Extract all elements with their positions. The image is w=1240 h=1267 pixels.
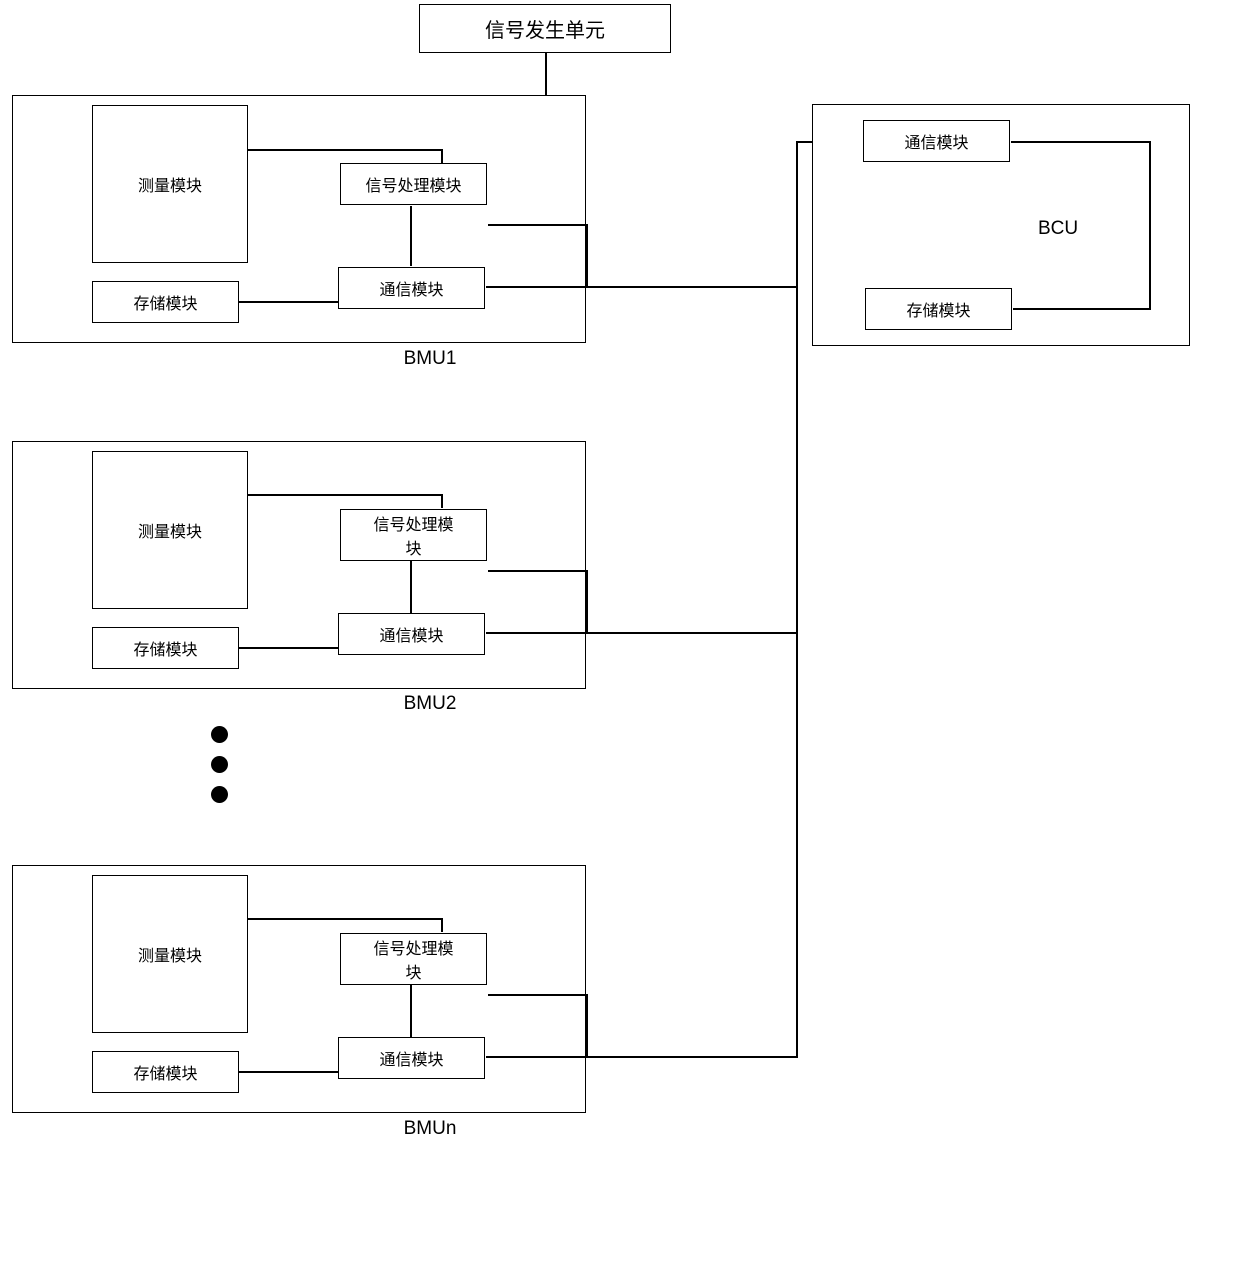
bmun-sig-vstub — [441, 918, 443, 932]
bmun-measurement: 测量模块 — [92, 875, 248, 1033]
bmun-sig-comm-v — [410, 985, 412, 1037]
bmun-storage: 存储模块 — [92, 1051, 239, 1093]
bmun-sig-bus-h — [488, 994, 588, 996]
bmu2-storage: 存储模块 — [92, 627, 239, 669]
bmu2-meas-sig-h — [248, 494, 443, 496]
bmun-label: BMUn — [380, 1118, 480, 1140]
bcu-right-storage-h — [1013, 308, 1151, 310]
bmu1-sig-bus-h — [488, 224, 588, 226]
bmu1-storage-comm-h — [239, 301, 338, 303]
bmu2-sig-vstub — [441, 494, 443, 508]
bmu1-sig-bus-vstub — [586, 224, 588, 286]
bcu-label: BCU — [1038, 218, 1098, 240]
bmu1-comm-bus-h — [486, 286, 798, 288]
bmu1-signal-proc: 信号处理模块 — [340, 163, 487, 205]
bcu-storage: 存储模块 — [865, 288, 1012, 330]
bmun-comm-bus-h — [486, 1056, 798, 1058]
bmu2-label: BMU2 — [380, 693, 480, 715]
bmu1-comm: 通信模块 — [338, 267, 485, 309]
bmu2-sig-bus-h — [488, 570, 588, 572]
bmu2-storage-comm-h — [239, 647, 338, 649]
bmun-meas-sig-h — [248, 918, 443, 920]
bmu2-sig-comm-v — [410, 561, 412, 613]
bmun-comm: 通信模块 — [338, 1037, 485, 1079]
bmu2-measurement: 测量模块 — [92, 451, 248, 609]
bmu1-meas-sig-h — [248, 149, 443, 151]
bmu2-signal-proc: 信号处理模 块 — [340, 509, 487, 561]
bmu1-measurement: 测量模块 — [92, 105, 248, 263]
bmu1-storage: 存储模块 — [92, 281, 239, 323]
signal-unit-box: 信号发生单元 — [419, 4, 671, 53]
bmun-signal-proc: 信号处理模 块 — [340, 933, 487, 985]
bmun-sig-bus-vstub — [586, 994, 588, 1056]
bcu-comm: 通信模块 — [863, 120, 1010, 162]
line-main-bus-vertical — [796, 141, 798, 1057]
bcu-right-v — [1149, 141, 1151, 308]
bmu1-label: BMU1 — [380, 348, 480, 370]
bcu-comm-right-h — [1011, 141, 1151, 143]
ellipsis-dots — [211, 726, 228, 803]
bmu2-comm-bus-h — [486, 632, 798, 634]
bmu2-sig-bus-vstub — [586, 570, 588, 632]
bmu2-comm: 通信模块 — [338, 613, 485, 655]
bmun-storage-comm-h — [239, 1071, 338, 1073]
bmu1-sig-vstub — [441, 149, 443, 163]
bmu1-sig-comm-v — [410, 206, 412, 266]
